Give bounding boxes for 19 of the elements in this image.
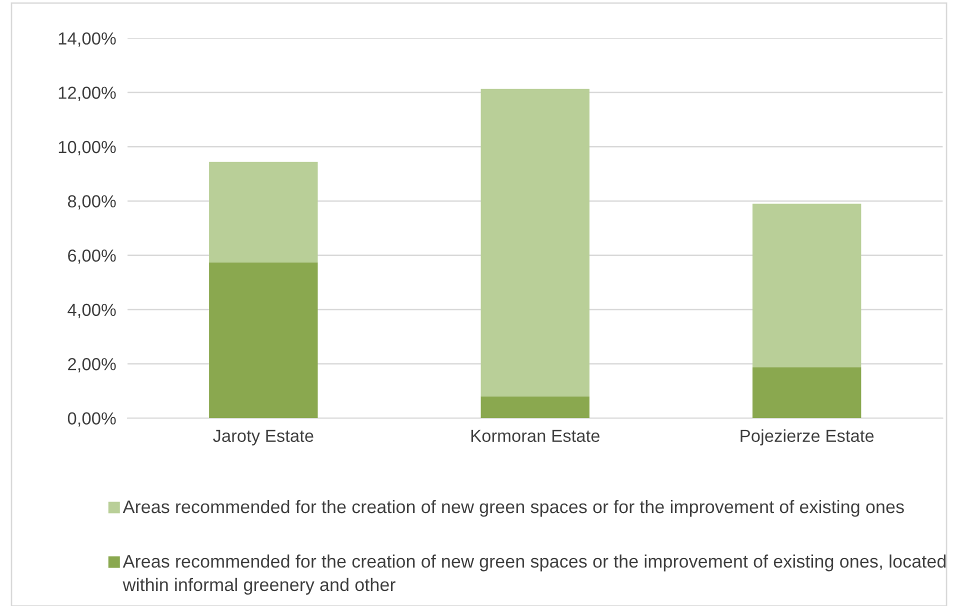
y-tick-label: 4,00% <box>68 304 116 318</box>
bar <box>209 262 318 418</box>
bar <box>209 162 318 262</box>
y-tick-label: 12,00% <box>58 86 116 101</box>
x-tick-label: Jaroty Estate <box>213 430 314 446</box>
legend-label: Areas recommended for the creation of new green spaces or for the improvement of existing ones <box>122 500 904 517</box>
y-tick-label: 10,00% <box>58 140 116 156</box>
y-tick-label: 14,00% <box>58 32 116 47</box>
bar <box>752 367 862 418</box>
legend-label: Areas recommended for the creation of new green spaces or the improvement of existing ones, located within informal greenery and other <box>122 554 946 595</box>
bar <box>480 396 590 418</box>
y-tick-label: 6,00% <box>68 249 116 264</box>
x-tick-label: Pojezierze Estate <box>740 429 874 446</box>
bar <box>752 204 862 368</box>
bar <box>480 88 590 396</box>
y-tick-label: 0,00% <box>68 412 116 427</box>
y-tick-label: 8,00% <box>68 195 116 210</box>
y-tick-label: 2,00% <box>68 358 116 372</box>
x-tick-label: Kormoran Estate <box>471 430 600 442</box>
